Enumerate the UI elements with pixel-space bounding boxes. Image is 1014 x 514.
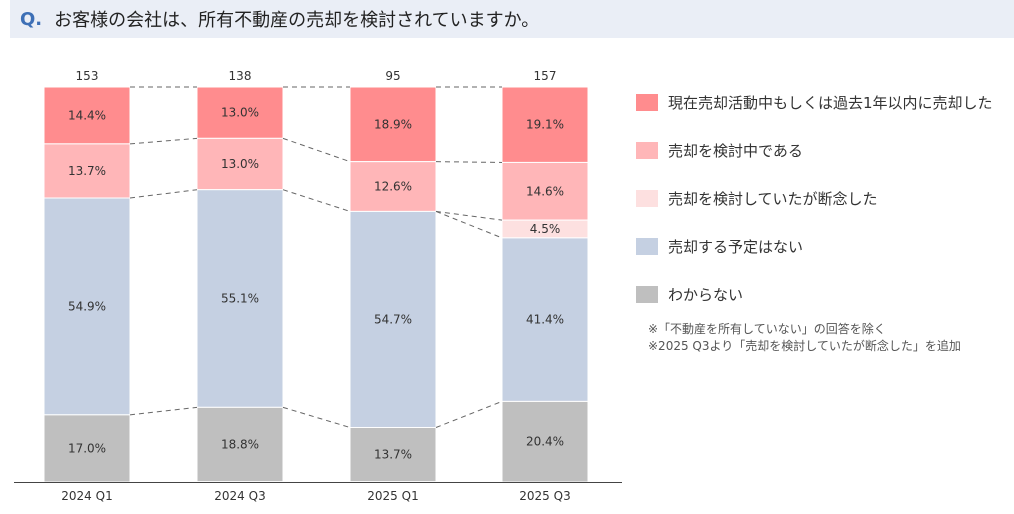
chart-legend: 現在売却活動中もしくは過去1年以内に売却した 売却を検討中である 売却を検討して…: [636, 90, 993, 330]
connector-line: [282, 137, 351, 163]
connector-line: [129, 189, 198, 199]
data-label: 18.8%: [221, 437, 259, 451]
data-label: 13.7%: [374, 448, 412, 462]
bar-segment: [196, 86, 284, 139]
legend-label: 現在売却活動中もしくは過去1年以内に売却した: [668, 93, 993, 112]
legend-item: 現在売却活動中もしくは過去1年以内に売却した: [636, 90, 993, 114]
legend-label: 売却する予定はない: [668, 237, 804, 256]
connector-line: [282, 406, 351, 428]
bar-segment: [349, 210, 437, 428]
x-tick-label: 2025 Q1: [367, 489, 418, 503]
bar-segment: [501, 161, 589, 221]
bar-segment: [501, 400, 589, 483]
data-label: 41.4%: [526, 313, 564, 327]
bar-segment: [501, 86, 589, 163]
legend-item: わからない: [636, 282, 993, 306]
data-label: 13.0%: [221, 106, 259, 120]
bar-segment: [349, 161, 437, 212]
bar-segment: [501, 237, 589, 402]
chart-notes: ※「不動産を所有していない」の回答を除く ※2025 Q3より「売却を検討してい…: [648, 321, 961, 355]
stacked-bar-chart: 14.4% 13.7% 54.9% 17.0% 153 2024 Q1 13.0% 13.0%…: [14, 69, 622, 503]
data-label: 14.4%: [68, 108, 106, 122]
question-text: お客様の会社は、所有不動産の売却を検討されていますか。: [54, 10, 540, 31]
data-label: 14.6%: [526, 184, 564, 198]
data-label: 17.0%: [68, 441, 106, 455]
total-label: 95: [385, 69, 400, 83]
bar-segment: [43, 143, 131, 199]
data-label: 12.6%: [374, 180, 412, 194]
legend-item: 売却を検討中である: [636, 138, 993, 162]
total-label: 138: [229, 69, 252, 83]
legend-swatch: [636, 93, 658, 111]
connector-line: [435, 400, 503, 428]
data-label: 55.1%: [221, 292, 259, 306]
data-label: 13.7%: [68, 164, 106, 178]
bar-segment: [43, 197, 131, 416]
data-label: 13.0%: [221, 157, 259, 171]
bar-segment: [43, 414, 131, 483]
legend-swatch: [636, 189, 658, 207]
legend-swatch: [636, 141, 658, 159]
legend-label: 売却を検討していたが断念した: [668, 189, 878, 208]
x-tick-label: 2024 Q3: [214, 489, 265, 503]
connector-line: [129, 137, 198, 145]
x-tick-label: 2024 Q1: [61, 489, 112, 503]
question-header: Q. お客様の会社は、所有不動産の売却を検討されていますか。: [10, 0, 1014, 38]
bar-segment: [349, 426, 437, 483]
legend-label: わからない: [668, 285, 744, 304]
data-label: 20.4%: [526, 435, 564, 449]
bar-segment: [196, 137, 284, 191]
bar-segment: [196, 406, 284, 483]
bar-segment: [43, 86, 131, 145]
data-label: 54.9%: [68, 299, 106, 313]
connector-line: [435, 161, 503, 163]
total-label: 153: [76, 69, 99, 83]
connector-line: [282, 189, 351, 212]
note-text: ※「不動産を所有していない」の回答を除く: [648, 322, 886, 336]
data-label: 4.5%: [530, 222, 561, 236]
connector-line: [129, 406, 198, 416]
connector-line: [435, 210, 503, 221]
legend-swatch: [636, 285, 658, 303]
data-label: 18.9%: [374, 117, 412, 131]
data-label: 19.1%: [526, 118, 564, 132]
connector-line: [435, 210, 503, 239]
legend-item: 売却する予定はない: [636, 234, 993, 258]
x-tick-label: 2025 Q3: [519, 489, 570, 503]
legend-swatch: [636, 237, 658, 255]
bar-segment: [196, 189, 284, 408]
legend-item: 売却を検討していたが断念した: [636, 186, 993, 210]
note-text: ※2025 Q3より「売却を検討していたが断念した」を追加: [648, 339, 961, 353]
bar-segment: [349, 86, 437, 163]
data-label: 54.7%: [374, 312, 412, 326]
total-label: 157: [534, 69, 557, 83]
question-mark: Q.: [20, 8, 43, 30]
legend-label: 売却を検討中である: [668, 141, 803, 160]
